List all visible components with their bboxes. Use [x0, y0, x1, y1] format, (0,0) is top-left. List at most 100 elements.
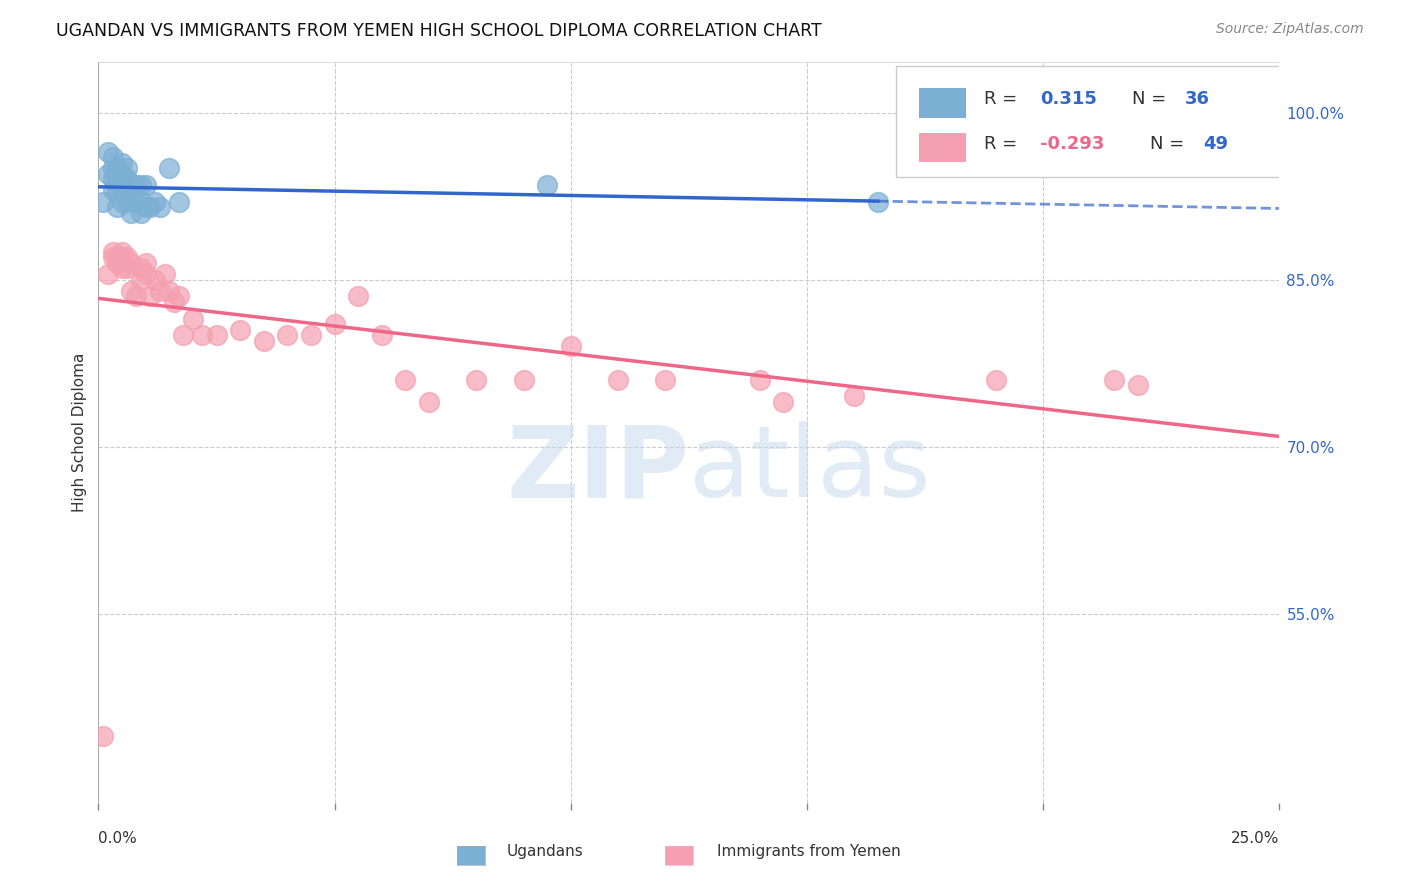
- Point: [97, 145, 120, 159]
- Text: 49: 49: [1202, 135, 1227, 153]
- Point: [299, 328, 322, 343]
- Text: atlas: atlas: [689, 421, 931, 518]
- Point: [111, 155, 134, 169]
- Point: [121, 184, 143, 198]
- Point: [276, 328, 298, 343]
- Point: [984, 373, 1007, 387]
- Point: [143, 272, 166, 286]
- Text: Immigrants from Yemen: Immigrants from Yemen: [717, 845, 901, 859]
- Point: [149, 200, 172, 214]
- Point: [121, 205, 143, 219]
- Text: 0.0%: 0.0%: [98, 830, 138, 846]
- Point: [560, 339, 582, 353]
- Point: [139, 289, 162, 303]
- Text: R =: R =: [984, 135, 1024, 153]
- Point: [129, 261, 152, 276]
- Point: [129, 272, 152, 286]
- Point: [143, 194, 166, 209]
- Point: [149, 284, 172, 298]
- Point: [163, 294, 186, 309]
- Point: [97, 167, 120, 181]
- Text: 25.0%: 25.0%: [1232, 830, 1279, 846]
- Point: [97, 267, 120, 281]
- Point: [135, 200, 157, 214]
- Point: [105, 184, 128, 198]
- Point: [536, 178, 558, 192]
- Point: [512, 373, 534, 387]
- Point: [111, 261, 134, 276]
- Text: N =: N =: [1150, 135, 1189, 153]
- Point: [1102, 373, 1125, 387]
- Point: [125, 178, 148, 192]
- Point: [191, 328, 214, 343]
- Point: [607, 373, 630, 387]
- Point: [115, 250, 138, 264]
- Point: [121, 284, 143, 298]
- Point: [129, 178, 152, 192]
- Text: Source: ZipAtlas.com: Source: ZipAtlas.com: [1216, 22, 1364, 37]
- Point: [465, 373, 488, 387]
- Point: [101, 184, 124, 198]
- Point: [129, 205, 152, 219]
- Point: [105, 250, 128, 264]
- Text: 0.315: 0.315: [1039, 90, 1097, 109]
- Text: Ugandans: Ugandans: [506, 845, 583, 859]
- Point: [105, 172, 128, 186]
- Point: [205, 328, 228, 343]
- Point: [323, 317, 346, 331]
- Point: [111, 244, 134, 259]
- Point: [418, 395, 440, 409]
- Point: [115, 184, 138, 198]
- Point: [105, 161, 128, 176]
- Point: [105, 200, 128, 214]
- Point: [172, 328, 194, 343]
- Text: ZIP: ZIP: [506, 421, 689, 518]
- Point: [167, 194, 190, 209]
- Point: [129, 194, 152, 209]
- Point: [167, 289, 190, 303]
- Point: [229, 323, 252, 337]
- Point: [121, 256, 143, 270]
- Text: N =: N =: [1132, 90, 1171, 109]
- Text: -0.293: -0.293: [1039, 135, 1104, 153]
- Point: [654, 373, 676, 387]
- Point: [115, 261, 138, 276]
- Point: [101, 161, 124, 176]
- Point: [1126, 378, 1149, 392]
- Point: [115, 172, 138, 186]
- Point: [125, 289, 148, 303]
- Point: [135, 256, 157, 270]
- Point: [371, 328, 394, 343]
- Point: [772, 395, 794, 409]
- Point: [157, 284, 180, 298]
- FancyBboxPatch shape: [896, 66, 1285, 178]
- Point: [115, 161, 138, 176]
- Point: [111, 167, 134, 181]
- Point: [157, 161, 180, 176]
- FancyBboxPatch shape: [920, 133, 966, 162]
- Point: [866, 194, 889, 209]
- Text: 36: 36: [1185, 90, 1211, 109]
- Text: UGANDAN VS IMMIGRANTS FROM YEMEN HIGH SCHOOL DIPLOMA CORRELATION CHART: UGANDAN VS IMMIGRANTS FROM YEMEN HIGH SC…: [56, 22, 823, 40]
- Point: [111, 194, 134, 209]
- Point: [139, 200, 162, 214]
- Text: R =: R =: [984, 90, 1024, 109]
- Point: [111, 184, 134, 198]
- Point: [347, 289, 370, 303]
- Point: [101, 244, 124, 259]
- Point: [105, 256, 128, 270]
- Point: [91, 729, 114, 743]
- Point: [135, 178, 157, 192]
- Y-axis label: High School Diploma: High School Diploma: [72, 353, 87, 512]
- Point: [101, 150, 124, 164]
- Point: [844, 389, 866, 403]
- Point: [135, 267, 157, 281]
- Point: [748, 373, 770, 387]
- Point: [394, 373, 416, 387]
- Point: [111, 250, 134, 264]
- Point: [101, 172, 124, 186]
- Point: [153, 267, 176, 281]
- Point: [111, 172, 134, 186]
- FancyBboxPatch shape: [920, 88, 966, 118]
- Point: [115, 194, 138, 209]
